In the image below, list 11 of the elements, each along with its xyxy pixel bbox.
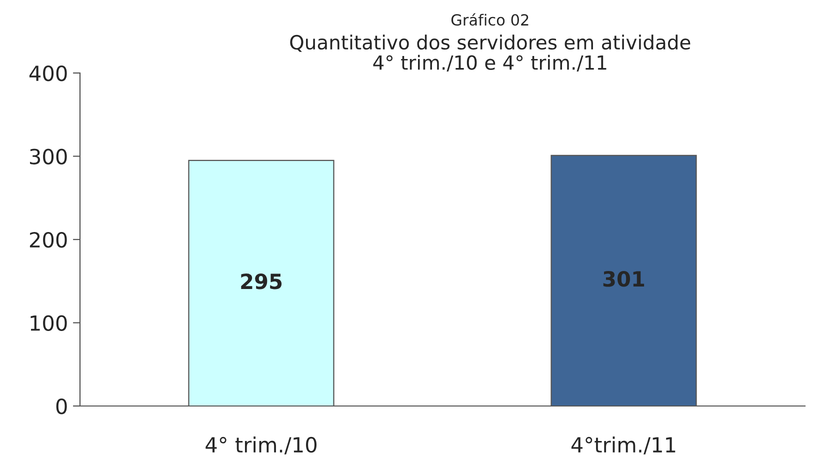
chart-title: Gráfico 02 bbox=[451, 13, 528, 26]
y-tick-label: 300 bbox=[30, 148, 67, 164]
y-tick-label: 200 bbox=[30, 232, 67, 248]
x-tick-label: 4° trim./10 bbox=[206, 436, 316, 454]
data-label: 295 bbox=[241, 273, 282, 290]
y-tick-label: 0 bbox=[56, 398, 67, 414]
y-tick-label: 400 bbox=[29, 65, 67, 82]
x-tick-label: 4°trim./11 bbox=[571, 436, 676, 454]
y-tick-label: 100 bbox=[30, 315, 67, 331]
data-label: 301 bbox=[603, 270, 644, 287]
chart-subtitle: Quantitativo dos servidores em atividade 4° trim./10 e 4° trim./11 bbox=[290, 34, 690, 72]
